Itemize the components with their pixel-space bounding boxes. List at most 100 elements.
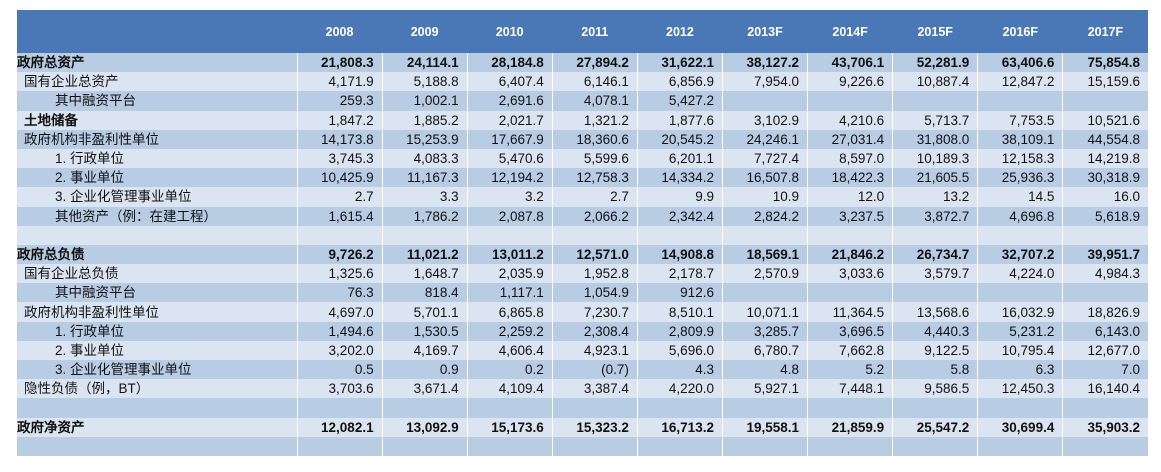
value-cell: 16,507.8 <box>721 168 808 188</box>
table-row: 政府机构非盈利性单位 4,697.0 5,701.1 6,865.8 7,230.7 8,… <box>17 302 1148 322</box>
value-cell: 27,031.4 <box>807 129 893 149</box>
value-cell: 13,092.9 <box>381 417 468 437</box>
value-cell: 1,494.6 <box>296 321 383 341</box>
value-cell: 38,109.1 <box>977 129 1063 149</box>
value-cell <box>977 283 1063 303</box>
value-cell: 4,078.1 <box>551 91 638 111</box>
value-cell: 16,713.2 <box>636 417 723 437</box>
year-header: 2017F <box>1062 10 1148 53</box>
value-cell <box>1062 436 1148 456</box>
value-cell: 4,210.6 <box>807 110 893 130</box>
value-cell <box>466 436 553 456</box>
value-cell: 1,325.6 <box>296 264 383 284</box>
table-row: 政府总负债 9,726.2 11,021.2 13,011.2 12,571.0 14,9… <box>17 244 1148 265</box>
value-cell: 26,734.7 <box>892 244 978 265</box>
value-cell <box>1062 91 1148 111</box>
year-header: 2014F <box>807 10 893 53</box>
value-cell: 3,872.7 <box>892 206 978 226</box>
value-cell: 43,706.1 <box>807 53 893 73</box>
value-cell <box>977 398 1063 418</box>
year-header: 2015F <box>892 10 978 53</box>
value-cell: 4.8 <box>721 360 808 380</box>
value-cell: 30,699.4 <box>977 417 1063 437</box>
table-row <box>17 398 1148 418</box>
value-cell <box>551 398 638 418</box>
value-cell <box>381 436 468 456</box>
table-row: 国有企业总资产 4,171.9 5,188.8 6,407.4 6,146.1 6,856… <box>17 72 1148 92</box>
value-cell <box>892 91 978 111</box>
value-cell: 18,360.6 <box>551 129 638 149</box>
value-cell: 12,194.2 <box>466 168 553 188</box>
row-label: 国有企业总资产 <box>17 72 297 92</box>
value-cell: 10,521.6 <box>1062 110 1148 130</box>
value-cell: 12.0 <box>807 187 893 207</box>
value-cell: 24,246.1 <box>721 129 808 149</box>
table-row <box>17 225 1148 245</box>
row-label: 1. 行政单位 <box>17 148 297 169</box>
row-label: 政府净资产 <box>17 417 297 437</box>
value-cell: 1,952.8 <box>551 264 638 284</box>
value-cell: 15,323.2 <box>551 417 638 437</box>
value-cell: 16,032.9 <box>977 302 1063 322</box>
value-cell: 4,083.3 <box>381 148 468 169</box>
value-cell: 1,877.6 <box>636 110 723 130</box>
value-cell: 15,173.6 <box>466 417 553 437</box>
value-cell <box>807 91 893 111</box>
value-cell: 2,342.4 <box>636 206 723 226</box>
row-label: 2. 事业单位 <box>17 168 297 188</box>
value-cell: 2.7 <box>296 187 383 207</box>
value-cell: 2,066.2 <box>551 206 638 226</box>
value-cell: 39,951.7 <box>1062 244 1148 265</box>
value-cell <box>636 225 723 245</box>
value-cell <box>1062 398 1148 418</box>
value-cell <box>551 436 638 456</box>
value-cell: 6,865.8 <box>466 302 553 322</box>
value-cell: 4,224.0 <box>977 264 1063 284</box>
value-cell: 2,691.6 <box>466 91 553 111</box>
value-cell: 0.9 <box>381 360 468 380</box>
value-cell: 3,387.4 <box>551 379 638 399</box>
value-cell: 25,547.2 <box>892 417 978 437</box>
value-cell: 5.2 <box>807 360 893 380</box>
value-cell: 259.3 <box>296 91 383 111</box>
value-cell: 5,427.2 <box>636 91 723 111</box>
value-cell: 12,847.2 <box>977 72 1063 92</box>
value-cell: 52,281.9 <box>892 53 978 73</box>
value-cell: 76.3 <box>296 283 383 303</box>
value-cell: 9.9 <box>636 187 723 207</box>
value-cell <box>636 436 723 456</box>
value-cell: 5,231.2 <box>977 321 1063 341</box>
value-cell <box>892 225 978 245</box>
row-label: 政府总负债 <box>17 244 297 265</box>
value-cell <box>807 398 893 418</box>
value-cell: 1,786.2 <box>381 206 468 226</box>
table-row: 1. 行政单位 1,494.6 1,530.5 2,259.2 2,308.4 2,809… <box>17 321 1148 341</box>
value-cell: 14,334.2 <box>636 168 723 188</box>
value-cell: 6,143.0 <box>1062 321 1148 341</box>
table-row: 政府机构非盈利性单位 14,173.8 15,253.9 17,667.9 18,360… <box>17 129 1148 149</box>
value-cell: 14,173.8 <box>296 129 383 149</box>
value-cell: 17,667.9 <box>466 129 553 149</box>
value-cell: 1,321.2 <box>551 110 638 130</box>
year-header: 2012 <box>637 10 723 53</box>
value-cell: 15,159.6 <box>1062 72 1148 92</box>
value-cell: 9,226.6 <box>807 72 893 92</box>
year-header: 2016F <box>977 10 1063 53</box>
value-cell <box>721 283 808 303</box>
table-row: 政府总资产 21,808.3 24,114.1 28,184.8 27,894.2 31,… <box>17 53 1148 73</box>
value-cell: 5,701.1 <box>381 302 468 322</box>
table-row: 3. 企业化管理事业单位 0.5 0.9 0.2 (0.7) 4.3 4.8 5.2 5.8 6.… <box>17 360 1148 380</box>
value-cell: 5,470.6 <box>466 148 553 169</box>
value-cell: 3,745.3 <box>296 148 383 169</box>
row-label: 其中融资平台 <box>17 283 297 303</box>
value-cell: 6,201.1 <box>636 148 723 169</box>
value-cell <box>466 398 553 418</box>
value-cell: 6.3 <box>977 360 1063 380</box>
value-cell <box>977 91 1063 111</box>
value-cell: 912.6 <box>636 283 723 303</box>
row-label: 隐性负债（例，BT） <box>17 379 297 399</box>
row-label: 政府机构非盈利性单位 <box>17 129 297 149</box>
value-cell: 27,894.2 <box>551 53 638 73</box>
row-label <box>17 436 297 456</box>
value-cell: 7,448.1 <box>807 379 893 399</box>
